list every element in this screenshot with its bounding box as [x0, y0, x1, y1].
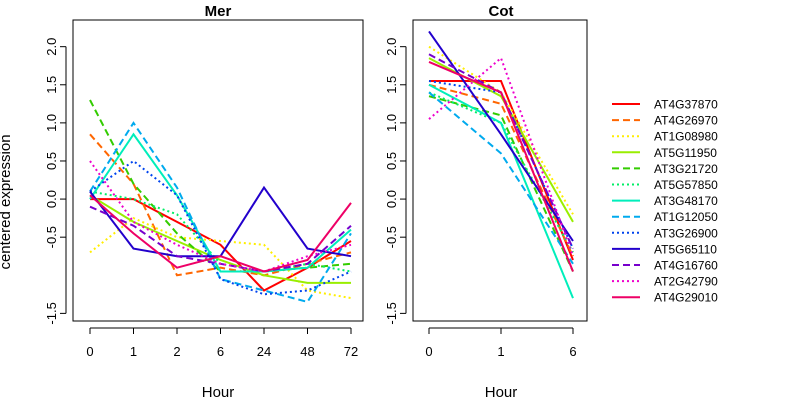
mer-y-tick-label: 1.0 [44, 114, 59, 132]
mer-y-axis: -1.5 -0.5 0.0 0.5 1.0 1.5 2.0 [44, 38, 67, 325]
mer-y-tick-label: 0.0 [44, 190, 59, 208]
mer-y-tick-label: 0.5 [44, 152, 59, 170]
mer-y-tick-label: -0.5 [44, 226, 59, 248]
mer-series-lines [89, 99, 352, 304]
mer-series-line-at2g42790 [89, 160, 352, 273]
y-axis-label: centered expression [0, 134, 14, 269]
mer-panel: Mer -1.5 -0.5 0.0 0.5 1.0 1.5 2.0 0 1 2 6 24 48 72 H… [0, 3, 364, 400]
legend-label: AT5G11950 [654, 146, 717, 160]
cot-y-tick-label: 1.0 [384, 114, 399, 132]
legend-label: AT1G12050 [654, 210, 718, 224]
cot-series-line-at4g37870 [429, 80, 574, 261]
cot-x-axis: 0 1 6 [425, 327, 577, 359]
cot-series-line-at5g11950 [428, 57, 574, 223]
cot-x-tick-label: 0 [425, 344, 432, 359]
legend-label: AT3G21720 [654, 162, 718, 176]
mer-x-axis: 0 1 2 6 24 48 72 [86, 327, 358, 359]
cot-title: Cot [489, 3, 514, 20]
cot-y-tick-label: -1.5 [384, 302, 399, 324]
mer-y-tick-label: -1.5 [44, 302, 59, 324]
legend-label: AT3G26900 [654, 226, 718, 240]
mer-x-tick-label: 24 [257, 344, 271, 359]
cot-y-tick-label: 0.0 [384, 190, 399, 208]
mer-series-line-at5g11950 [89, 194, 351, 284]
cot-y-tick-label: -0.5 [384, 226, 399, 248]
legend-label: AT3G48170 [654, 194, 718, 208]
mer-x-tick-label: 0 [86, 344, 93, 359]
legend: AT4G37870 AT4G26970 AT1G08980 AT5G11950 AT3G… [612, 98, 718, 305]
mer-y-tick-label: 2.0 [44, 38, 59, 56]
mer-series-line-at1g12050 [89, 121, 352, 304]
cot-series-lines [428, 30, 574, 299]
cot-y-axis: -1.5 -0.5 0.0 0.5 1.0 1.5 2.0 [384, 38, 407, 325]
mer-y-tick-label: 1.5 [44, 76, 59, 94]
cot-series-line-at5g57850 [428, 91, 574, 253]
mer-x-tick-label: 6 [217, 344, 224, 359]
mer-title: Mer [205, 3, 232, 20]
legend-label: AT4G37870 [654, 98, 718, 112]
mer-series-line-at3g21720 [89, 99, 352, 273]
mer-x-axis-label: Hour [202, 384, 235, 400]
legend-label: AT5G65110 [654, 242, 717, 256]
legend-label: AT2G42790 [654, 275, 718, 289]
legend-label: AT4G29010 [654, 291, 718, 305]
cot-x-axis-label: Hour [485, 384, 518, 400]
legend-label: AT5G57850 [654, 178, 718, 192]
cot-plot-frame [412, 19, 588, 322]
mer-plot-frame [72, 19, 364, 322]
cot-y-tick-label: 1.5 [384, 76, 399, 94]
cot-series-line-at2g42790 [428, 56, 574, 257]
mer-x-tick-label: 48 [300, 344, 314, 359]
mer-x-tick-label: 1 [130, 344, 137, 359]
cot-series-line-at4g29010 [428, 60, 574, 272]
mer-series-line-at4g16760 [89, 205, 352, 273]
legend-label: AT4G16760 [654, 259, 718, 273]
mer-series-line-at1g08980 [89, 216, 352, 300]
cot-x-tick-label: 6 [569, 344, 576, 359]
mer-x-tick-label: 72 [344, 344, 358, 359]
cot-series-line-at4g26970 [428, 83, 574, 257]
cot-series-line-at1g12050 [428, 91, 574, 265]
legend-label: AT1G08980 [654, 130, 718, 144]
cot-series-line-at5g65110 [428, 30, 574, 242]
mer-series-line-at3g26900 [89, 159, 352, 296]
legend-label: AT4G26970 [654, 114, 718, 128]
cot-panel: Cot -1.5 -0.5 0.0 0.5 1.0 1.5 2.0 0 1 6 Hour [384, 3, 588, 400]
cot-y-tick-label: 2.0 [384, 38, 399, 56]
mer-series-line-at3g48170 [89, 132, 352, 273]
mer-x-tick-label: 2 [173, 344, 180, 359]
cot-series-line-at3g48170 [428, 83, 574, 299]
cot-y-tick-label: 0.5 [384, 152, 399, 170]
cot-x-tick-label: 1 [497, 344, 504, 359]
mer-series-line-at4g29010 [89, 194, 352, 273]
